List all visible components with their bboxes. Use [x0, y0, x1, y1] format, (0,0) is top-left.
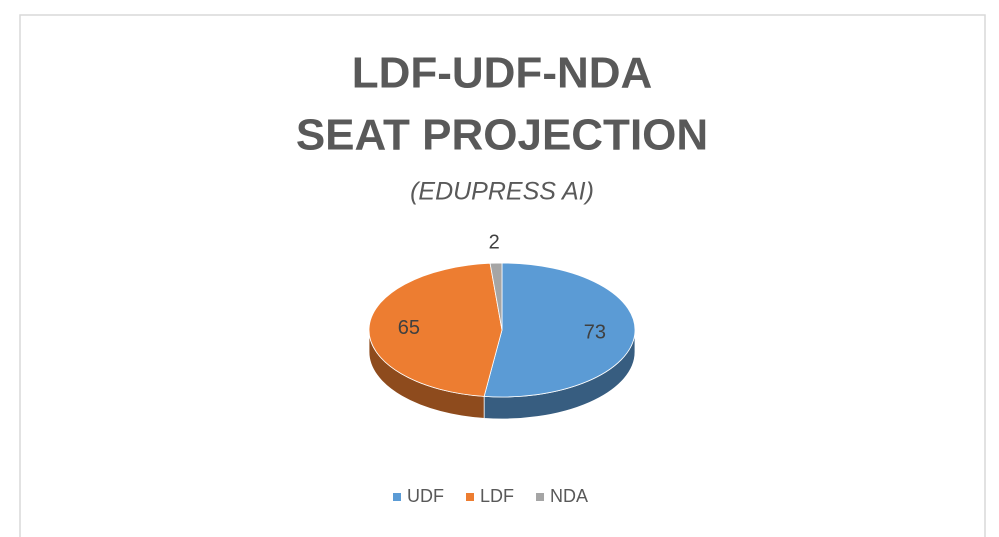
chart-title: SEAT PROJECTION — [296, 111, 708, 160]
pie-slice — [489, 262, 503, 331]
legend-swatch — [393, 493, 401, 501]
legend-label: LDF — [480, 486, 514, 506]
legend-label: UDF — [407, 486, 444, 506]
pie-slice — [483, 262, 636, 398]
data-label: 73 — [584, 321, 606, 343]
pie-slice — [368, 262, 503, 397]
legend-swatch — [466, 493, 474, 501]
chart-title: LDF-UDF-NDA — [352, 49, 653, 98]
legend-swatch — [536, 493, 545, 501]
chart-subtitle: (EDUPRESS AI) — [410, 178, 594, 206]
legend-label: NDA — [550, 486, 588, 506]
data-label: 65 — [398, 317, 420, 339]
data-label: 2 — [489, 231, 500, 253]
